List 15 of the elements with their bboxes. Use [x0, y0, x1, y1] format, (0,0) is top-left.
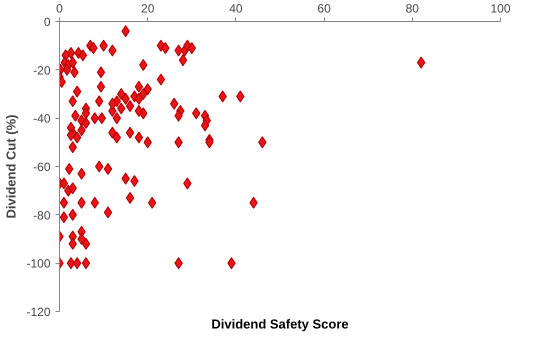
- x-tick-label: 100: [490, 2, 511, 16]
- y-axis-title: Dividend Cut (%): [3, 114, 18, 218]
- y-tick-label: -100: [26, 256, 51, 271]
- y-tick-label: -40: [33, 112, 51, 126]
- y-tick-label: -120: [26, 305, 51, 319]
- x-tick-label: 0: [56, 2, 64, 16]
- x-tick-label: 60: [317, 2, 332, 16]
- y-tick-label: -20: [33, 63, 51, 78]
- y-tick-label: 0: [44, 15, 51, 29]
- x-axis-title: Dividend Safety Score: [211, 316, 349, 332]
- y-tick-label: -80: [33, 208, 51, 222]
- y-tick-label: -60: [33, 160, 51, 174]
- x-tick-label: 40: [229, 2, 243, 16]
- x-tick-label: 80: [406, 2, 420, 16]
- x-tick-label: 20: [141, 2, 155, 16]
